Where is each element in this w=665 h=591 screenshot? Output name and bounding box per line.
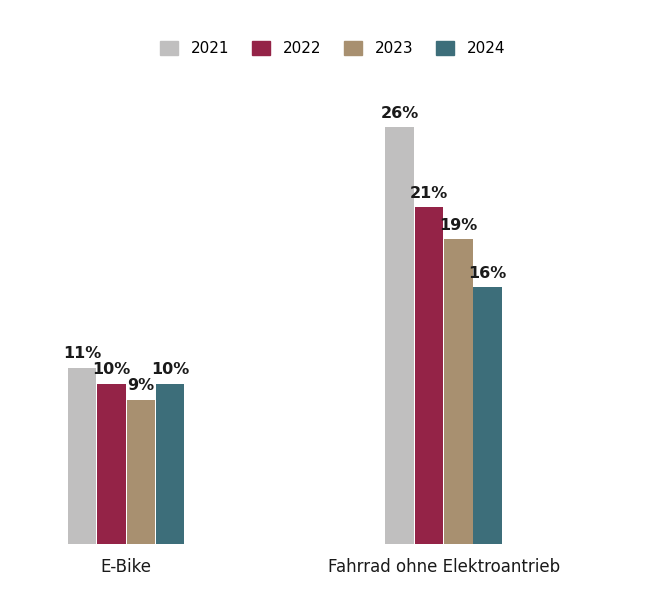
- Text: 10%: 10%: [92, 362, 130, 377]
- Text: 16%: 16%: [469, 266, 507, 281]
- Bar: [444, 239, 473, 544]
- Text: 21%: 21%: [410, 186, 448, 201]
- Bar: [473, 287, 502, 544]
- Bar: [97, 384, 126, 544]
- Text: 9%: 9%: [127, 378, 154, 394]
- Text: 10%: 10%: [151, 362, 190, 377]
- Legend: 2021, 2022, 2023, 2024: 2021, 2022, 2023, 2024: [156, 37, 509, 61]
- Bar: [68, 368, 96, 544]
- Bar: [126, 400, 155, 544]
- Bar: [385, 127, 414, 544]
- Bar: [156, 384, 184, 544]
- Text: 11%: 11%: [63, 346, 101, 361]
- Text: 19%: 19%: [439, 218, 477, 233]
- Text: 26%: 26%: [380, 106, 419, 121]
- Bar: [415, 207, 444, 544]
